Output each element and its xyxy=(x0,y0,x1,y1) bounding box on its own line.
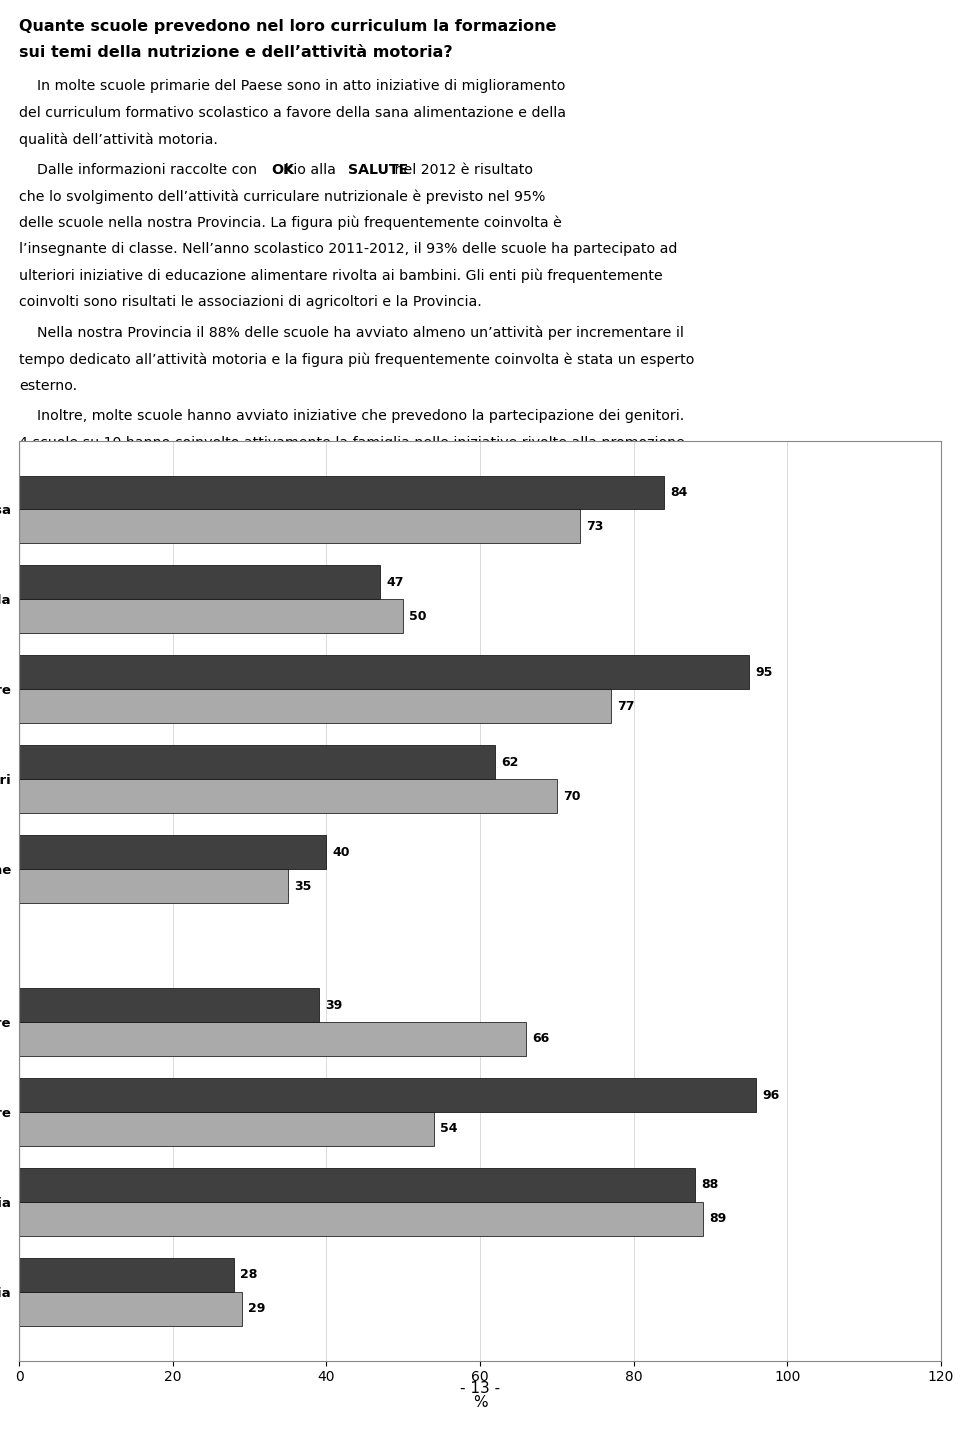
Bar xyxy=(19,600,403,633)
Text: SALUTE: SALUTE xyxy=(348,163,409,177)
Text: 62: 62 xyxy=(501,756,518,768)
Text: 96: 96 xyxy=(762,1089,780,1102)
Text: Nella nostra Provincia il 88% delle scuole ha avviato almeno un’attività per inc: Nella nostra Provincia il 88% delle scuo… xyxy=(19,326,684,341)
Text: 88: 88 xyxy=(701,1179,718,1192)
Text: 73: 73 xyxy=(586,519,603,532)
Text: coinvolti sono risultati le associazioni di agricoltori e la Provincia.: coinvolti sono risultati le associazioni… xyxy=(19,295,482,309)
Text: 28: 28 xyxy=(240,1268,257,1281)
Bar xyxy=(19,475,664,509)
Text: di sane abitudini alimentari nei bambini, e 3 su 10 in quelle rivolte alla promo: di sane abitudini alimentari nei bambini… xyxy=(19,462,611,477)
Text: 40: 40 xyxy=(332,846,350,859)
Bar xyxy=(19,1292,242,1325)
Text: In molte scuole primarie del Paese sono in atto iniziative di miglioramento: In molte scuole primarie del Paese sono … xyxy=(19,79,565,93)
Text: 66: 66 xyxy=(532,1032,549,1046)
Text: esterno.: esterno. xyxy=(19,379,78,392)
Text: 50: 50 xyxy=(409,610,427,622)
Text: tempo dedicato all’attività motoria e la figura più frequentemente coinvolta è s: tempo dedicato all’attività motoria e la… xyxy=(19,352,695,366)
Text: - 13 -: - 13 - xyxy=(460,1381,500,1397)
Bar xyxy=(19,836,326,869)
Text: Quante scuole prevedono nel loro curriculum la formazione: Quante scuole prevedono nel loro curricu… xyxy=(19,19,557,33)
Text: Dalle informazioni raccolte con: Dalle informazioni raccolte con xyxy=(19,163,262,177)
Text: Inoltre, molte scuole hanno avviato iniziative che prevedono la partecipazione d: Inoltre, molte scuole hanno avviato iniz… xyxy=(19,409,684,424)
Text: 29: 29 xyxy=(248,1302,265,1315)
Text: OK: OK xyxy=(272,163,295,177)
Text: 4 scuole su 10 hanno coinvolto attivamente la famiglia nelle iniziative rivolte : 4 scuole su 10 hanno coinvolto attivamen… xyxy=(19,436,685,449)
Text: kio alla: kio alla xyxy=(285,163,341,177)
Text: 84: 84 xyxy=(670,487,687,499)
Bar xyxy=(19,655,749,690)
Text: 77: 77 xyxy=(616,700,635,713)
Text: Figura 6. Principali caratteristiche delle scuole che hanno partecipato ad OKkio: Figura 6. Principali caratteristiche del… xyxy=(19,519,694,534)
Text: 35: 35 xyxy=(294,880,311,893)
Bar xyxy=(19,690,611,723)
Text: qualità dell’attività motoria.: qualità dell’attività motoria. xyxy=(19,132,218,147)
Text: 70: 70 xyxy=(563,790,581,803)
Bar xyxy=(19,1258,234,1292)
Bar xyxy=(19,509,580,544)
Bar xyxy=(19,1202,703,1236)
Text: ulteriori iniziative di educazione alimentare rivolta ai bambini. Gli enti più f: ulteriori iniziative di educazione alime… xyxy=(19,269,663,283)
Text: dell’attività motoria.: dell’attività motoria. xyxy=(19,488,164,502)
Text: sui temi della nutrizione e dell’attività motoria?: sui temi della nutrizione e dell’attivit… xyxy=(19,44,453,60)
Text: delle scuole nella nostra Provincia. La figura più frequentemente coinvolta è: delle scuole nella nostra Provincia. La … xyxy=(19,216,562,230)
Text: nel 2012 è risultato: nel 2012 è risultato xyxy=(391,163,534,177)
Text: l’insegnante di classe. Nell’anno scolastico 2011-2012, il 93% delle scuole ha p: l’insegnante di classe. Nell’anno scolas… xyxy=(19,242,678,256)
Bar xyxy=(19,869,288,903)
Bar xyxy=(19,565,380,600)
Bar xyxy=(19,1078,756,1112)
Text: che lo svolgimento dell’attività curriculare nutrizionale è previsto nel 95%: che lo svolgimento dell’attività curricu… xyxy=(19,189,545,203)
Bar xyxy=(19,1168,695,1202)
Text: 39: 39 xyxy=(324,999,342,1012)
Text: 54: 54 xyxy=(440,1122,458,1135)
Bar xyxy=(19,1112,434,1146)
Text: 95: 95 xyxy=(755,665,772,678)
Bar xyxy=(19,746,495,780)
Text: 47: 47 xyxy=(386,575,404,590)
Text: del curriculum formativo scolastico a favore della sana alimentazione e della: del curriculum formativo scolastico a fa… xyxy=(19,106,566,120)
Bar xyxy=(19,1022,526,1056)
Text: 89: 89 xyxy=(708,1212,726,1225)
Bar xyxy=(19,780,557,813)
Bar xyxy=(19,989,319,1022)
X-axis label: %: % xyxy=(472,1395,488,1411)
